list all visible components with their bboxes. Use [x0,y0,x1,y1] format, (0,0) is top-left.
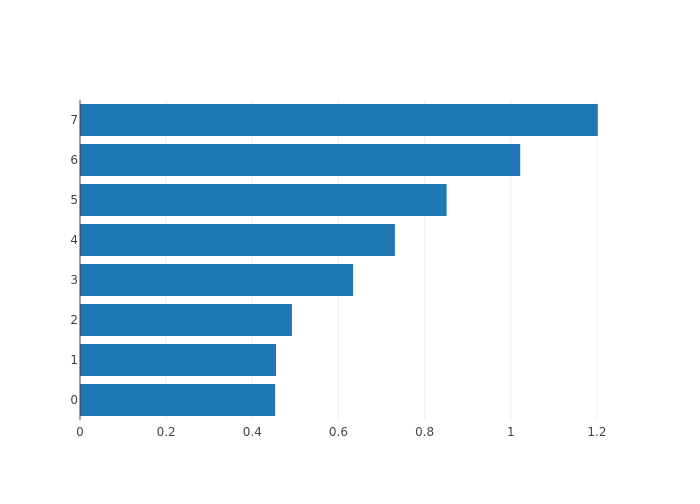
x-tick-label: 0 [76,425,84,439]
bar-2 [80,304,292,336]
y-tick-label: 7 [70,113,78,127]
bar-4 [80,224,395,256]
bar-0 [80,384,276,416]
x-tick-labels: 0 0.2 0.4 0.6 0.8 1 1.2 [76,425,606,439]
bars-group [80,104,598,416]
y-tick-label: 1 [70,353,78,367]
bar-6 [80,144,521,176]
y-tick-label: 0 [70,393,78,407]
y-tick-label: 6 [70,153,78,167]
y-tick-label: 2 [70,313,78,327]
y-tick-labels: 0 1 2 3 4 5 6 7 [70,113,78,407]
x-tick-label: 1.2 [587,425,606,439]
x-tick-label: 0.8 [415,425,434,439]
x-tick-label: 0.6 [329,425,348,439]
bar-7 [80,104,598,136]
y-tick-label: 5 [70,193,78,207]
bar-5 [80,184,447,216]
bar-1 [80,344,276,376]
bar-3 [80,264,354,296]
x-tick-label: 0.4 [243,425,262,439]
y-tick-label: 4 [70,233,78,247]
x-tick-label: 1 [507,425,515,439]
x-tick-label: 0.2 [157,425,176,439]
y-tick-label: 3 [70,273,78,287]
